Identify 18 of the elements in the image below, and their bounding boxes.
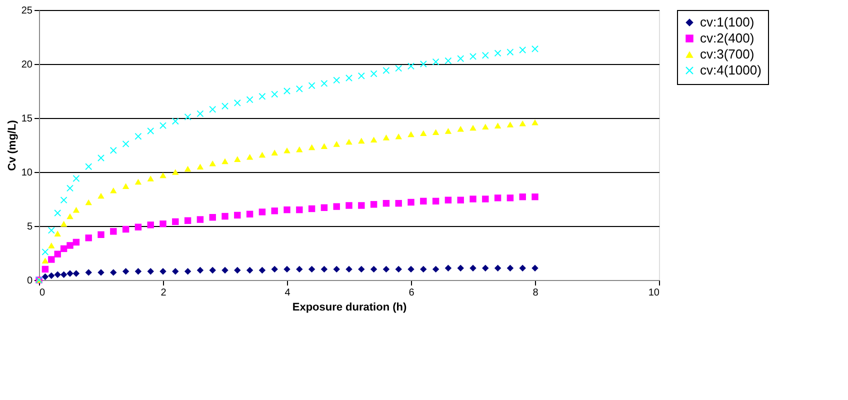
x-tick-label: 2	[160, 288, 167, 298]
legend-label: cv:1(100)	[700, 14, 754, 30]
x-tick-label: 0	[40, 288, 46, 298]
x-axis-title: Exposure duration (h)	[292, 302, 407, 314]
y-tick-label: 0	[26, 276, 33, 286]
x-tick-label: 6	[408, 288, 415, 298]
y-tick-label: 10	[21, 168, 33, 178]
y-tick-label: 15	[21, 114, 33, 124]
x-tick-label: 10	[648, 288, 660, 298]
legend-label: cv:3(700)	[700, 46, 754, 62]
y-tick-label: 25	[21, 6, 33, 16]
y-tick-label: 20	[21, 60, 33, 70]
legend-label: cv:4(1000)	[700, 62, 762, 78]
legend-label: cv:2(400)	[700, 30, 754, 46]
x-tick-label: 4	[284, 288, 291, 298]
y-tick-label: 5	[26, 222, 33, 232]
y-axis-title: Cv (mg/L)	[6, 120, 18, 171]
x-tick-label: 8	[532, 288, 539, 298]
